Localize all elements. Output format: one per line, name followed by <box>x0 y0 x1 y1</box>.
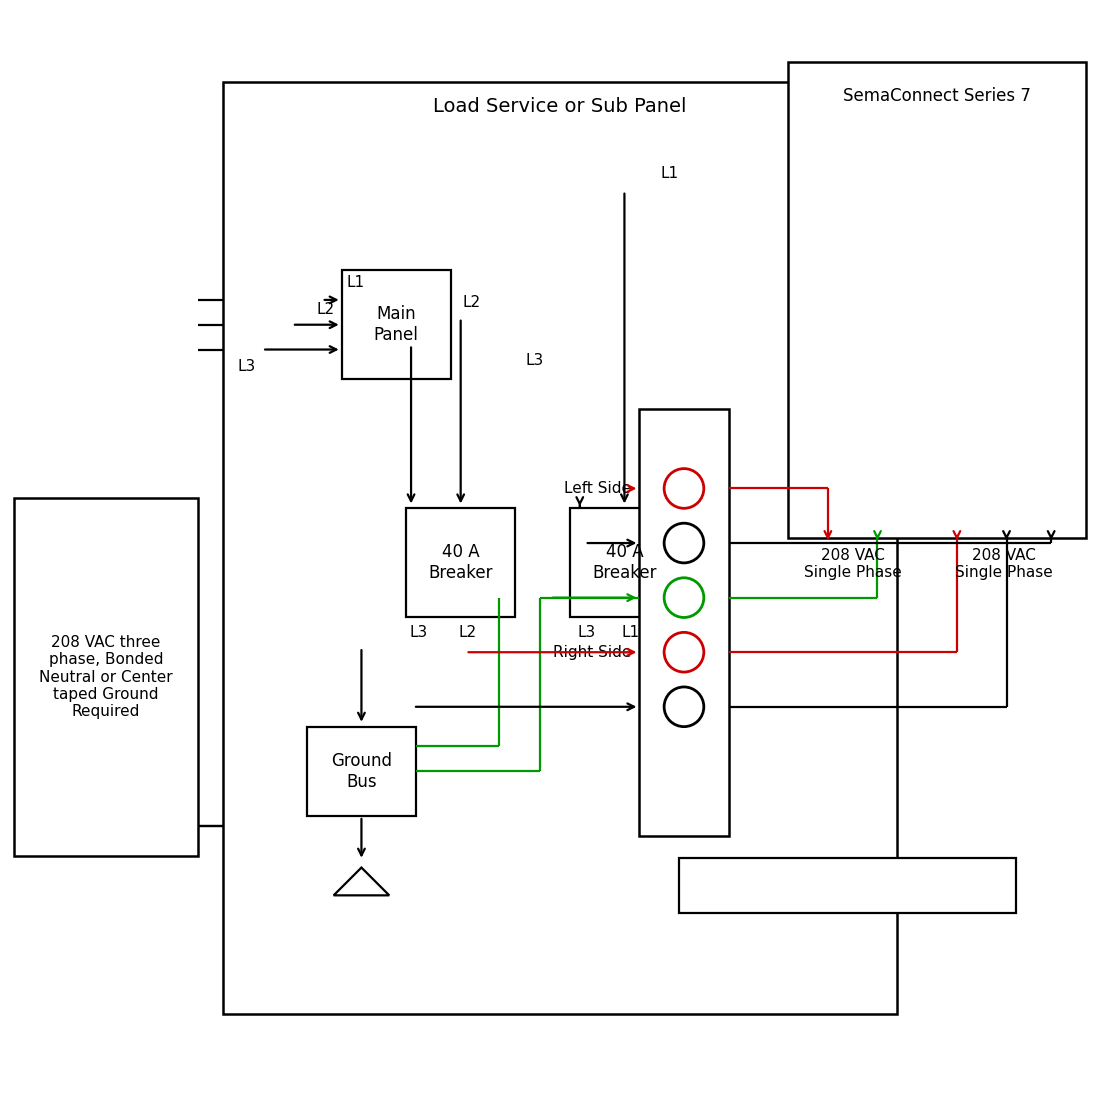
Text: SemaConnect Series 7: SemaConnect Series 7 <box>843 88 1031 105</box>
Bar <box>789 61 1086 538</box>
Bar <box>570 508 679 617</box>
Text: L3: L3 <box>238 359 255 374</box>
Text: L2: L2 <box>317 302 334 317</box>
Text: L3: L3 <box>525 352 543 368</box>
Text: 40 A
Breaker: 40 A Breaker <box>592 544 657 582</box>
Circle shape <box>664 687 704 727</box>
Text: L1: L1 <box>346 274 365 290</box>
Text: Load Service or Sub Panel: Load Service or Sub Panel <box>433 97 686 116</box>
Text: Ground
Bus: Ground Bus <box>331 752 392 791</box>
Text: L3: L3 <box>578 626 596 640</box>
Text: Main
Panel: Main Panel <box>374 305 419 344</box>
Text: L1: L1 <box>661 166 679 181</box>
Circle shape <box>664 578 704 617</box>
Bar <box>14 498 198 855</box>
Bar <box>406 508 515 617</box>
Text: L1: L1 <box>621 626 639 640</box>
Text: L2: L2 <box>459 626 476 640</box>
Text: 208 VAC
Single Phase: 208 VAC Single Phase <box>955 548 1053 581</box>
Text: 40 A
Breaker: 40 A Breaker <box>428 544 493 582</box>
Bar <box>342 270 451 379</box>
Bar <box>307 727 416 816</box>
Circle shape <box>664 524 704 563</box>
Text: L2: L2 <box>463 295 481 310</box>
Text: 208 VAC three
phase, Bonded
Neutral or Center
taped Ground
Required: 208 VAC three phase, Bonded Neutral or C… <box>40 635 173 719</box>
Circle shape <box>664 469 704 508</box>
Circle shape <box>664 632 704 672</box>
Bar <box>679 859 1016 912</box>
Text: Use wire nuts for joining wires: Use wire nuts for joining wires <box>733 878 964 893</box>
Text: L3: L3 <box>409 626 427 640</box>
Bar <box>639 410 728 836</box>
Bar <box>222 81 898 1015</box>
Text: 208 VAC
Single Phase: 208 VAC Single Phase <box>804 548 902 581</box>
Text: Right Side: Right Side <box>553 645 631 660</box>
Text: Left Side: Left Side <box>564 481 631 496</box>
